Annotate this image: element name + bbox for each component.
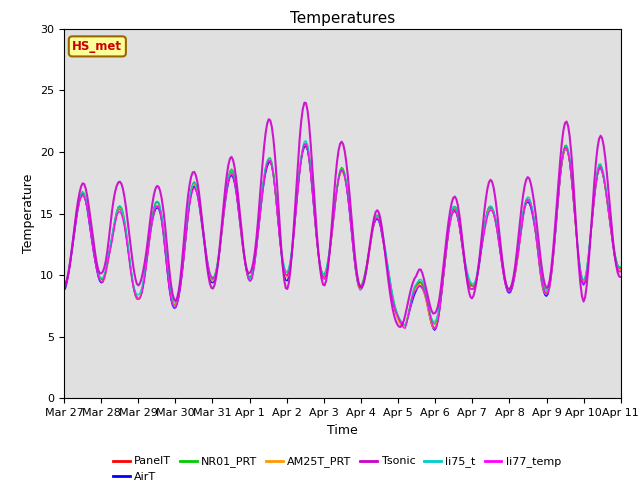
Y-axis label: Temperature: Temperature — [22, 174, 35, 253]
Title: Temperatures: Temperatures — [290, 11, 395, 26]
X-axis label: Time: Time — [327, 424, 358, 437]
Text: HS_met: HS_met — [72, 40, 122, 53]
Legend: PanelT, AirT, NR01_PRT, AM25T_PRT, Tsonic, li75_t, li77_temp: PanelT, AirT, NR01_PRT, AM25T_PRT, Tsoni… — [109, 452, 565, 480]
